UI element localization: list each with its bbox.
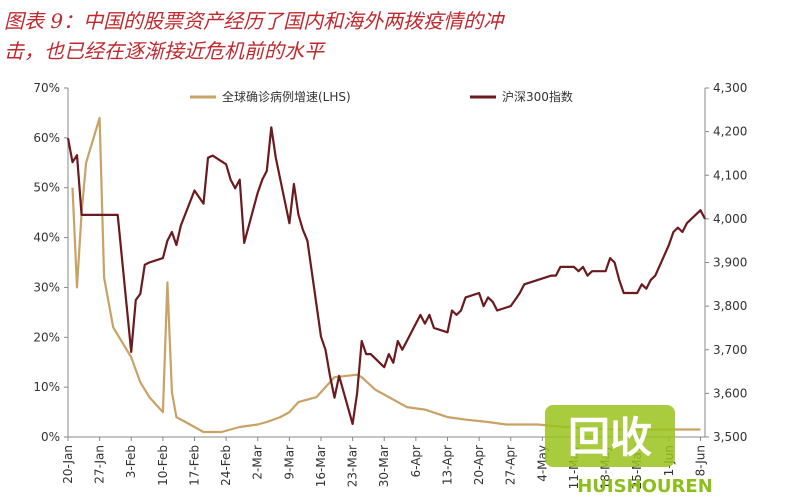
x-tick-label: 2-Mar xyxy=(251,445,265,480)
y2-tick-label: 3,800 xyxy=(713,299,747,313)
y-tick-label: 20% xyxy=(33,330,60,344)
y-tick-label: 10% xyxy=(33,380,60,394)
legend-label: 沪深300指数 xyxy=(502,89,573,104)
y-tick-label: 60% xyxy=(33,131,60,145)
y2-tick-label: 4,100 xyxy=(713,168,747,182)
series-line xyxy=(71,116,701,434)
legend-label: 全球确诊病例增速(LHS) xyxy=(222,89,351,104)
y2-tick-label: 3,900 xyxy=(713,256,747,270)
x-tick-label: 17-Feb xyxy=(187,445,201,486)
y-tick-label: 40% xyxy=(33,231,60,245)
x-tick-label: 13-Apr xyxy=(440,445,454,485)
y2-tick-label: 4,300 xyxy=(713,81,747,95)
x-tick-label: 10-Feb xyxy=(156,445,170,486)
x-tick-label: 6-Apr xyxy=(409,445,423,478)
x-tick-label: 3-Feb xyxy=(124,445,138,478)
x-tick-label: 20-Apr xyxy=(472,445,486,485)
x-tick-label: 8-Jun xyxy=(693,445,707,476)
y-tick-label: 0% xyxy=(41,430,60,444)
watermark-logo: 回收 xyxy=(568,413,652,462)
series-line xyxy=(66,126,706,425)
y-tick-label: 30% xyxy=(33,280,60,294)
x-tick-label: 27-Jan xyxy=(93,445,107,484)
y2-tick-label: 3,700 xyxy=(713,343,747,357)
y2-tick-label: 4,000 xyxy=(713,212,747,226)
x-tick-label: 9-Mar xyxy=(282,445,296,480)
x-tick-label: 23-Mar xyxy=(346,445,360,487)
chart-title: 图表 9：中国的股票资产经历了国内和海外两拨疫情的冲 xyxy=(4,9,505,33)
y2-tick-label: 3,600 xyxy=(713,386,747,400)
y-tick-label: 50% xyxy=(33,181,60,195)
y2-tick-label: 4,200 xyxy=(713,125,747,139)
watermark-text: HUISHOUREN xyxy=(577,476,713,497)
chart-title: 击，也已经在逐渐接近危机前的水平 xyxy=(4,39,326,63)
y-tick-label: 70% xyxy=(33,81,60,95)
x-tick-label: 24-Feb xyxy=(219,445,233,486)
x-tick-label: 27-Apr xyxy=(504,445,518,485)
watermark-logo-box xyxy=(545,405,675,467)
y2-tick-label: 3,500 xyxy=(713,430,747,444)
x-tick-label: 16-Mar xyxy=(314,445,328,487)
x-tick-label: 30-Mar xyxy=(377,445,391,487)
x-tick-label: 20-Jan xyxy=(61,445,75,484)
